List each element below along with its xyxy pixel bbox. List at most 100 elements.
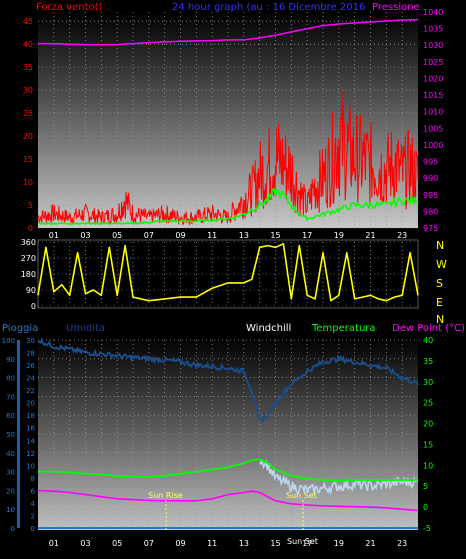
y-tick-label-rain: 30 xyxy=(26,337,35,345)
compass-label: N xyxy=(436,313,444,326)
x-tick-label: 15 xyxy=(270,539,280,548)
x-tick-label: 19 xyxy=(334,231,344,240)
y-tick-label-humidity: 80 xyxy=(6,375,15,383)
y-tick-label-pressure: 1040 xyxy=(423,8,443,17)
y-tick-label-rain: 14 xyxy=(26,437,35,445)
x-tick-label: 21 xyxy=(365,539,375,548)
x-tick-label: 01 xyxy=(49,231,59,240)
x-tick-label: 11 xyxy=(207,539,217,548)
dewpoint-line xyxy=(37,489,419,512)
y-tick-label-rain: 20 xyxy=(26,400,35,408)
y-tick-label-pressure: 1015 xyxy=(423,91,443,100)
y-tick-label-humidity: 60 xyxy=(6,412,15,420)
y-tick-label-pressure: 1025 xyxy=(423,58,443,67)
wind-direction-series xyxy=(37,243,419,302)
y-tick-label-humidity: 90 xyxy=(6,356,15,364)
y-tick-label-rain: 22 xyxy=(26,387,35,395)
y-tick-label-temperature: 30 xyxy=(423,378,433,387)
y-tick-label-humidity: 30 xyxy=(6,469,15,477)
y-tick-label-rain: 6 xyxy=(31,487,36,495)
wind-pressure-axes: 0510152025303540459759809859909951000100… xyxy=(23,8,444,240)
x-tick-label: 11 xyxy=(207,231,217,240)
y-tick-label-rain: 12 xyxy=(26,450,35,458)
x-tick-label: 21 xyxy=(365,231,375,240)
x-tick-label: 09 xyxy=(175,539,185,548)
y-tick-label-humidity: 0 xyxy=(11,525,15,533)
legend-pioggia: Pioggia xyxy=(2,323,38,334)
legend-temperatura: Temperatura xyxy=(311,323,376,334)
x-tick-label: 13 xyxy=(239,539,249,548)
compass-label: S xyxy=(436,277,443,290)
y-tick-label-rain: 24 xyxy=(26,375,35,383)
x-tick-label: 15 xyxy=(270,231,280,240)
x-tick-label: 19 xyxy=(334,539,344,548)
y-tick-label-pressure: 1010 xyxy=(423,108,443,117)
y-tick-label-rain: 18 xyxy=(26,412,35,420)
y-tick-label-direction: 270 xyxy=(21,254,36,263)
y-tick-label-pressure: 1005 xyxy=(423,124,443,133)
y-tick-label-wind: 40 xyxy=(23,40,33,49)
x-tick-label: 23 xyxy=(397,231,407,240)
wind-pressure-grid xyxy=(38,12,418,229)
y-tick-label-pressure: 985 xyxy=(423,191,438,200)
graph-title: 24 hour graph (au : 16 Dicembre 2016 xyxy=(172,2,365,13)
x-tick-label: 01 xyxy=(49,539,59,548)
x-tick-label: 17 xyxy=(302,231,312,240)
wind-direction-axes: 0 90 180 270 360 xyxy=(21,238,36,311)
y-tick-label-humidity: 20 xyxy=(6,487,15,495)
legend-umidita: Umidita xyxy=(66,323,105,334)
y-tick-label-temperature: 5 xyxy=(423,482,428,491)
y-tick-label-temperature: 10 xyxy=(423,461,433,470)
y-tick-label-wind: 30 xyxy=(23,86,33,95)
y-tick-label-rain: 8 xyxy=(31,475,35,483)
y-tick-label-pressure: 990 xyxy=(423,174,438,183)
y-tick-label-direction: 360 xyxy=(21,238,36,247)
y-tick-label-direction: 180 xyxy=(21,270,36,279)
wind-direction-line xyxy=(37,243,419,302)
y-tick-label-temperature: 0 xyxy=(423,503,428,512)
y-tick-label-humidity: 10 xyxy=(6,506,15,514)
rain-humidity-series xyxy=(37,337,419,529)
y-tick-label-humidity: 70 xyxy=(6,393,15,401)
x-tick-label: 05 xyxy=(112,539,122,548)
y-tick-label-temperature: 25 xyxy=(423,399,433,408)
y-tick-label-pressure: 975 xyxy=(423,224,438,233)
compass-label: W xyxy=(436,258,447,271)
rain-humidity-axes: 0102030405060708090100024681012141618202… xyxy=(2,336,434,548)
y-tick-label-rain: 26 xyxy=(26,362,35,370)
y-tick-label-humidity: 40 xyxy=(6,450,15,458)
y-tick-label-direction: 0 xyxy=(31,302,36,311)
y-tick-label-pressure: 1035 xyxy=(423,25,443,34)
y-tick-label-pressure: 1020 xyxy=(423,74,443,83)
y-tick-label-rain: 28 xyxy=(26,350,35,358)
x-tick-label: 07 xyxy=(144,539,154,548)
windchill-line xyxy=(259,458,419,496)
y-tick-label-wind: 0 xyxy=(28,224,33,233)
rain-scale-bar xyxy=(17,340,20,528)
y-tick-label-temperature: 20 xyxy=(423,420,433,429)
y-tick-label-temperature: 40 xyxy=(423,336,433,345)
y-tick-label-pressure: 1000 xyxy=(423,141,443,150)
x-tick-label: 05 xyxy=(112,231,122,240)
x-tick-label: 03 xyxy=(80,539,90,548)
y-tick-label-rain: 0 xyxy=(31,525,35,533)
wind-direction-grid xyxy=(38,241,418,307)
legend-windchill: Windchill xyxy=(246,323,291,334)
humidity-line xyxy=(37,337,419,424)
y-tick-label-direction: 90 xyxy=(26,286,36,295)
y-tick-label-wind: 5 xyxy=(28,201,33,210)
wind-speed-line xyxy=(37,91,419,226)
x-tick-label: 07 xyxy=(144,231,154,240)
pressure-line xyxy=(38,18,419,46)
y-tick-label-wind: 10 xyxy=(23,178,33,187)
y-tick-label-humidity: 50 xyxy=(6,431,15,439)
x-tick-label: 13 xyxy=(239,231,249,240)
y-tick-label-rain: 16 xyxy=(26,425,35,433)
sun-rise-label: Sun Rise xyxy=(148,491,183,500)
y-tick-label-wind: 25 xyxy=(23,109,33,118)
y-tick-label-temperature: -5 xyxy=(423,524,431,533)
sun-set-label: Sun Set xyxy=(286,491,317,500)
wind-average-line xyxy=(37,187,418,225)
y-tick-label-pressure: 980 xyxy=(423,207,438,216)
y-tick-label-rain: 2 xyxy=(31,512,35,520)
